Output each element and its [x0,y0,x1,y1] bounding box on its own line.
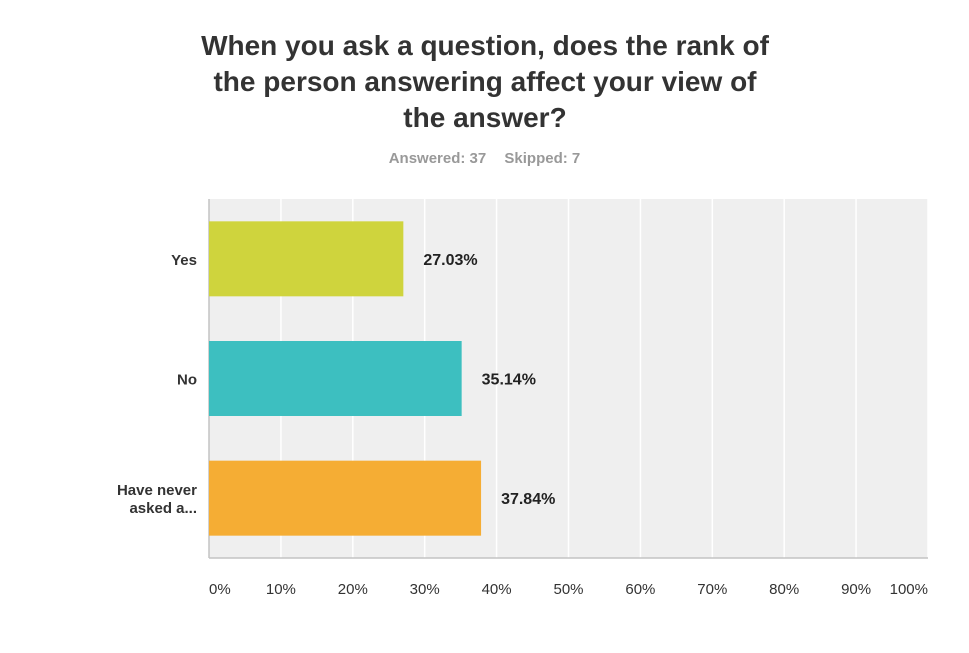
data-label: 27.03% [423,252,477,269]
x-tick-label: 10% [266,581,296,598]
bar [209,221,404,297]
data-label: 35.14% [482,372,536,389]
category-label: Have never [117,482,197,499]
skipped-count: Skipped: 7 [504,150,581,167]
category-label: No [177,372,197,389]
x-tick-label: 90% [841,581,871,598]
x-tick-label: 40% [482,581,512,598]
chart-title-line: When you ask a question, does the rank o… [201,30,769,61]
bar [209,341,462,416]
x-tick-label: 30% [410,581,440,598]
chart-title-line: the answer? [403,102,567,133]
x-tick-label: 80% [769,581,799,598]
x-tick-label: 60% [625,581,655,598]
x-tick-label: 100% [890,581,928,598]
response-summary: Answered: 37 Skipped: 7 [0,150,969,167]
chart-title: When you ask a question, does the rank o… [150,28,820,136]
data-label: 37.84% [501,491,555,508]
x-tick-label: 50% [553,581,583,598]
bar [209,460,482,536]
chart-title-line: the person answering affect your view of [213,66,757,97]
x-tick-label: 20% [338,581,368,598]
category-label: Yes [171,252,197,269]
category-label: asked a... [129,500,197,517]
answered-count: Answered: 37 [388,150,487,167]
x-tick-label: 0% [209,581,231,598]
x-tick-label: 70% [697,581,727,598]
